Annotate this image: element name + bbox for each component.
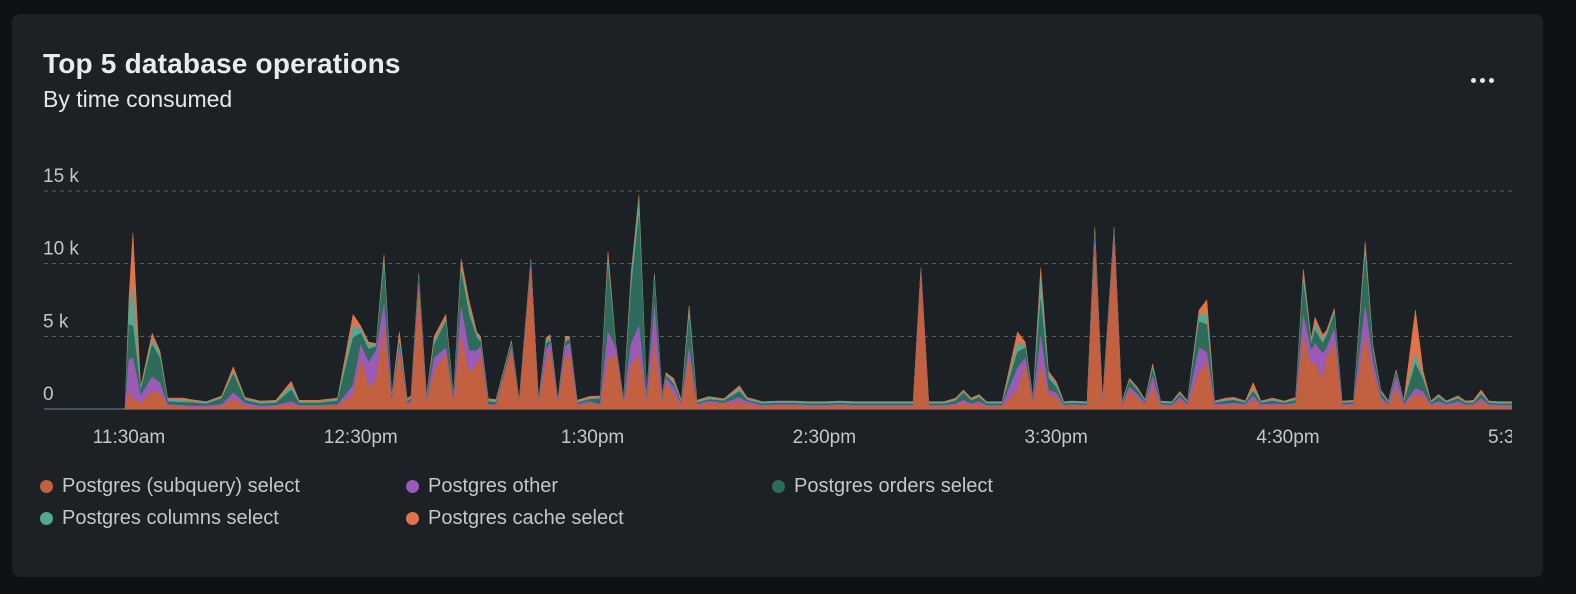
- x-tick-label: 4:30pm: [1256, 427, 1319, 448]
- y-axis-ticks: 0 5 k 10 k 15 k: [43, 166, 79, 405]
- legend-label: Postgres orders select: [794, 474, 993, 497]
- x-tick-label: 12:30pm: [324, 427, 398, 448]
- legend-label: Postgres columns select: [62, 506, 279, 529]
- grid-lines: [44, 190, 1512, 410]
- legend-item[interactable]: Postgres other: [406, 470, 772, 502]
- chart-subtitle: By time consumed: [43, 86, 233, 112]
- ellipsis-icon[interactable]: [1465, 68, 1499, 92]
- legend-swatch: [40, 479, 53, 493]
- chart-title: Top 5 database operations: [43, 48, 401, 79]
- x-tick-label: 3:30pm: [1024, 427, 1087, 448]
- series-areas: [124, 195, 1512, 410]
- y-tick-label: 0: [43, 384, 54, 405]
- x-tick-label: 11:30am: [93, 427, 166, 448]
- legend-label: Postgres cache select: [428, 506, 624, 529]
- legend-swatch: [406, 511, 419, 525]
- y-tick-label: 10 k: [43, 239, 79, 260]
- legend-label: Postgres (subquery) select: [62, 474, 300, 497]
- y-tick-label: 5 k: [43, 311, 69, 332]
- legend-item[interactable]: Postgres columns select: [40, 502, 406, 534]
- legend: Postgres (subquery) select Postgres other…: [40, 470, 1480, 534]
- x-axis-ticks: 11:30am 12:30pm 1:30pm 2:30pm 3:30pm 4:30pm 5:…: [93, 427, 1551, 448]
- x-tick-label: 2:30pm: [793, 427, 856, 448]
- legend-item[interactable]: Postgres orders select: [772, 470, 1138, 502]
- x-tick-label: 1:30pm: [561, 427, 624, 448]
- legend-item[interactable]: Postgres cache select: [406, 502, 772, 534]
- legend-label: Postgres other: [428, 474, 559, 497]
- x-tick-label: 5:30pm: [1488, 427, 1551, 448]
- series-area-0[interactable]: [124, 241, 1512, 410]
- legend-swatch: [40, 511, 53, 525]
- legend-item[interactable]: Postgres (subquery) select: [40, 470, 406, 502]
- legend-swatch: [406, 479, 419, 493]
- y-tick-label: 15 k: [43, 166, 79, 187]
- legend-swatch: [772, 479, 785, 493]
